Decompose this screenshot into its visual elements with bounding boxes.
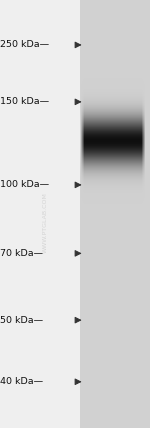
Text: 100 kDa—: 100 kDa— <box>0 180 49 190</box>
Text: 150 kDa—: 150 kDa— <box>0 97 49 107</box>
Text: WWW.PTGLAB.COM: WWW.PTGLAB.COM <box>42 192 48 253</box>
Text: 40 kDa—: 40 kDa— <box>0 377 43 386</box>
Text: 250 kDa—: 250 kDa— <box>0 40 49 50</box>
Text: 70 kDa—: 70 kDa— <box>0 249 43 258</box>
Text: 50 kDa—: 50 kDa— <box>0 315 43 325</box>
